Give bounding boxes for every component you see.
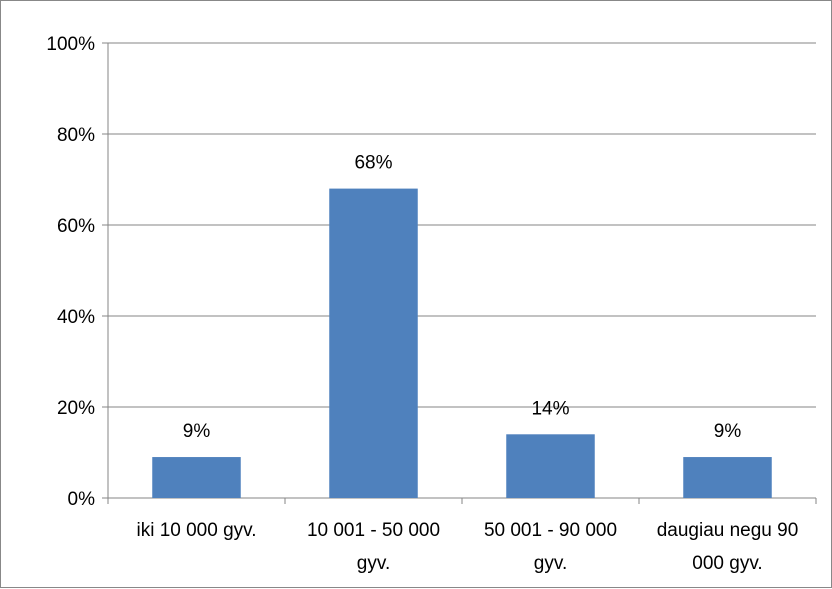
bar (329, 188, 418, 498)
bar (152, 457, 241, 498)
data-label: 68% (354, 153, 392, 174)
data-label: 9% (714, 421, 742, 442)
x-tick-label: gyv. (357, 553, 390, 574)
bar (506, 434, 595, 498)
y-tick-label: 40% (57, 307, 95, 328)
data-label: 9% (183, 421, 211, 442)
x-tick-label: 000 gyv. (692, 553, 762, 574)
y-tick-label: 100% (46, 34, 95, 55)
x-tick-label: daugiau negu 90 (657, 520, 799, 541)
x-tick-label: gyv. (534, 553, 567, 574)
y-tick-label: 80% (57, 125, 95, 146)
x-tick-label: 10 001 - 50 000 (307, 520, 440, 541)
y-tick-label: 0% (68, 489, 96, 510)
y-tick-label: 60% (57, 216, 95, 237)
data-label: 14% (531, 398, 569, 419)
x-tick-label: 50 001 - 90 000 (484, 520, 617, 541)
bar (683, 457, 772, 498)
y-tick-label: 20% (57, 398, 95, 419)
x-tick-label: iki 10 000 gyv. (136, 520, 256, 541)
